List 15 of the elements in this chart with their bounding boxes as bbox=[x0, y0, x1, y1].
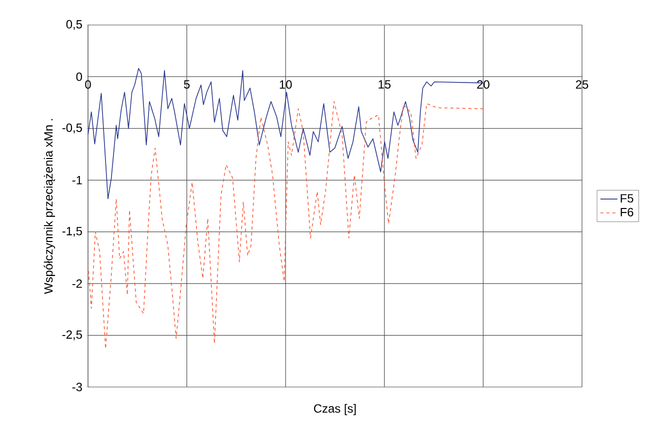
x-tick-label: 25 bbox=[576, 80, 588, 89]
y-tick-label: 0,5 bbox=[66, 20, 82, 30]
y-tick-label: -1 bbox=[72, 176, 82, 184]
y-tick-label: -0,5 bbox=[62, 123, 82, 134]
y-axis-title: Współczynnik przeciążenia xMn . bbox=[44, 119, 56, 294]
legend-label: F5 bbox=[620, 194, 634, 203]
legend-label: F6 bbox=[620, 208, 634, 216]
line-series bbox=[88, 101, 484, 350]
y-tick-label: -2,5 bbox=[62, 330, 82, 340]
y-tick-label: -3 bbox=[72, 382, 82, 392]
x-axis-title: Czas [s] bbox=[314, 404, 356, 416]
y-tick-label: -1,5 bbox=[62, 226, 82, 237]
x-tick-label: 0 bbox=[85, 80, 91, 89]
y-tick-label: -2 bbox=[72, 279, 82, 288]
y-tick-label: 0 bbox=[76, 72, 82, 81]
